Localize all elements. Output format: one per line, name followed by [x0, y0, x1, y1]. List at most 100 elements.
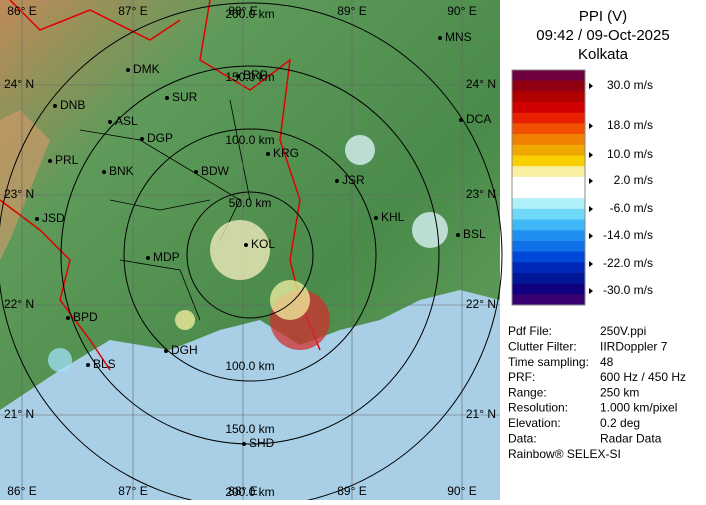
color-swatch: [512, 219, 585, 231]
color-swatch: [512, 198, 585, 210]
city-label: MNS: [445, 30, 472, 44]
color-swatch: [512, 208, 585, 221]
header-station: Kolkata: [578, 46, 629, 63]
ring-label: 50.0 km: [229, 196, 272, 210]
longitude-label: 89° E: [337, 4, 366, 18]
legend-label: 10.0 m/s: [607, 147, 653, 161]
city-label: DGP: [147, 131, 173, 145]
legend-label: -30.0 m/s: [603, 283, 653, 297]
legend-label: -22.0 m/s: [603, 256, 653, 270]
echo: [175, 310, 195, 330]
echo: [48, 348, 72, 372]
legend-arrow: [589, 288, 593, 294]
color-swatch: [512, 187, 585, 199]
city-label: SUR: [172, 90, 198, 104]
city-dot: [102, 170, 106, 174]
color-swatch: [512, 166, 585, 178]
legend-arrow: [589, 123, 593, 129]
city-dot: [140, 137, 144, 141]
city-dot: [236, 74, 240, 78]
legend-label: 2.0 m/s: [614, 173, 653, 187]
info-value: Radar Data: [600, 431, 662, 445]
info-key: PRF:: [508, 370, 535, 384]
city-label: ASL: [115, 114, 138, 128]
city-dot: [146, 256, 150, 260]
city-dot: [108, 120, 112, 124]
info-value: 250 km: [600, 385, 639, 399]
city-label: BSL: [463, 227, 486, 241]
district-lines: [79, 99, 251, 321]
info-key: Resolution:: [508, 401, 568, 415]
info-key: Elevation:: [508, 416, 561, 430]
info-key: Data:: [508, 431, 537, 445]
city-dot: [266, 152, 270, 156]
longitude-label: 87° E: [118, 484, 147, 498]
legend-label: -6.0 m/s: [610, 201, 653, 215]
city-dot: [194, 170, 198, 174]
city-label: KHL: [381, 210, 405, 224]
color-swatch: [512, 70, 585, 82]
city-label: JSD: [42, 211, 65, 225]
info-key: Clutter Filter:: [508, 339, 577, 353]
city-dot: [244, 243, 248, 247]
ring-label: 100.0 km: [225, 133, 274, 147]
color-swatch: [512, 272, 585, 285]
city-label: KOL: [251, 237, 275, 251]
city-label: BNK: [109, 164, 134, 178]
color-swatch: [512, 134, 585, 146]
city-label: SHD: [249, 436, 275, 450]
city-label: DGH: [171, 343, 198, 357]
longitude-label: 86° E: [7, 484, 36, 498]
legend-label: 30.0 m/s: [607, 78, 653, 92]
echo: [412, 212, 448, 248]
color-swatch: [512, 144, 585, 156]
info-key: Time sampling:: [508, 355, 589, 369]
color-swatch: [512, 80, 585, 92]
longitude-label: 86° E: [7, 4, 36, 18]
latitude-label: 24° N: [466, 77, 496, 91]
latitude-label: 24° N: [4, 77, 34, 91]
info-value: 1.000 km/pixel: [600, 401, 677, 415]
city-label: BPD: [73, 310, 98, 324]
color-swatch: [512, 176, 585, 188]
ring-label: 150.0 km: [225, 70, 274, 84]
info-value: IIRDoppler 7: [600, 339, 668, 353]
color-swatch: [512, 123, 585, 135]
info-key: Range:: [508, 385, 547, 399]
city-label: DNB: [60, 98, 85, 112]
info-value: 48: [600, 355, 614, 369]
city-dot: [165, 96, 169, 100]
info-value: 600 Hz / 450 Hz: [600, 370, 686, 384]
range-ring: [60, 65, 440, 445]
color-swatch: [512, 155, 585, 167]
legend-arrow: [589, 83, 593, 89]
color-swatch: [512, 102, 585, 114]
ring-label: 200.0 km: [225, 7, 274, 21]
range-ring: [0, 2, 503, 505]
info-value: 250V.ppi: [600, 324, 646, 338]
city-dot: [53, 104, 57, 108]
header-time: 09:42 / 09-Oct-2025: [536, 27, 669, 44]
longitude-label: 87° E: [118, 4, 147, 18]
city-label: MDP: [153, 250, 180, 264]
longitude-label: 90° E: [447, 4, 476, 18]
city-dot: [86, 363, 90, 367]
border: [0, 0, 181, 371]
legend-arrow: [589, 178, 593, 184]
color-swatch: [512, 240, 585, 253]
city-dot: [35, 217, 39, 221]
info-key: Pdf File:: [508, 324, 552, 338]
color-swatch: [512, 283, 585, 295]
legend-arrow: [589, 206, 593, 212]
city-label: KRG: [273, 146, 299, 160]
latitude-label: 23° N: [466, 187, 496, 201]
legend-arrow: [589, 261, 593, 267]
city-dot: [242, 442, 246, 446]
city-dot: [459, 118, 463, 122]
legend-arrow: [589, 152, 593, 158]
ring-label: 150.0 km: [225, 422, 274, 436]
sea: [0, 290, 500, 500]
latitude-label: 21° N: [4, 407, 34, 421]
city-dot: [48, 159, 52, 163]
